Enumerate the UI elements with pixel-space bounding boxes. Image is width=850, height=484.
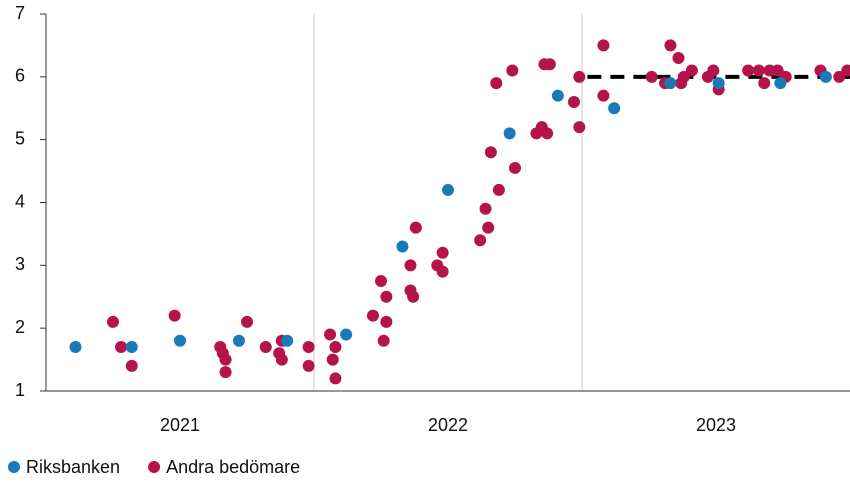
legend-marker <box>8 461 20 473</box>
point <box>396 240 409 253</box>
point <box>819 70 832 83</box>
point <box>551 89 564 102</box>
point <box>484 146 497 159</box>
point <box>664 77 677 90</box>
point <box>404 259 417 272</box>
point <box>174 334 186 347</box>
point <box>541 127 554 140</box>
legend-label: Riksbanken <box>26 457 120 477</box>
point <box>302 341 315 354</box>
point <box>543 58 556 71</box>
point <box>608 102 621 115</box>
point <box>712 77 725 90</box>
point <box>490 77 503 90</box>
x-tick-label: 2021 <box>160 415 200 435</box>
point <box>366 309 379 322</box>
y-tick-label: 7 <box>15 3 25 23</box>
x-tick-label: 2023 <box>696 415 736 435</box>
point <box>125 341 138 354</box>
point <box>752 64 765 77</box>
point <box>375 275 387 288</box>
point <box>573 70 586 83</box>
point <box>436 246 449 259</box>
point <box>115 341 128 354</box>
y-tick-label: 5 <box>15 128 25 148</box>
point <box>758 77 771 90</box>
point <box>409 221 422 234</box>
point <box>573 121 586 134</box>
point <box>329 341 342 354</box>
y-tick-label: 3 <box>15 254 25 274</box>
point <box>275 353 288 366</box>
point <box>219 353 232 366</box>
point <box>833 70 846 83</box>
point <box>479 202 492 215</box>
point <box>664 39 677 52</box>
point <box>324 328 337 341</box>
y-tick-label: 2 <box>15 317 25 337</box>
point <box>492 183 505 196</box>
point <box>168 309 181 322</box>
point <box>241 315 253 328</box>
point <box>482 221 495 234</box>
y-tick-label: 4 <box>15 191 25 211</box>
point <box>707 64 720 77</box>
point <box>281 334 294 347</box>
point <box>219 366 232 379</box>
point <box>442 183 454 196</box>
point <box>597 89 610 102</box>
point <box>232 334 245 347</box>
point <box>380 290 393 303</box>
point <box>771 64 784 77</box>
point <box>503 127 516 140</box>
point <box>841 64 850 77</box>
legend-marker <box>148 461 161 473</box>
y-tick-label: 6 <box>15 66 25 86</box>
point <box>340 328 353 341</box>
point <box>259 341 272 354</box>
point <box>597 39 610 52</box>
point <box>677 70 690 83</box>
x-tick-label: 2022 <box>428 415 468 435</box>
point <box>329 372 342 385</box>
point <box>567 95 580 108</box>
point <box>672 51 685 64</box>
point <box>380 315 393 328</box>
point <box>685 64 698 77</box>
point <box>69 341 82 354</box>
point <box>509 161 521 174</box>
point <box>326 353 339 366</box>
y-tick-label: 1 <box>15 380 25 400</box>
point <box>107 315 119 328</box>
point <box>474 234 487 247</box>
point <box>302 359 315 372</box>
point <box>407 290 420 303</box>
point <box>436 265 449 278</box>
point <box>125 359 138 372</box>
point <box>742 64 755 77</box>
point <box>645 70 658 83</box>
point <box>377 334 390 347</box>
point <box>506 64 519 77</box>
point <box>774 77 787 90</box>
legend-label: Andra bedömare <box>166 457 300 477</box>
